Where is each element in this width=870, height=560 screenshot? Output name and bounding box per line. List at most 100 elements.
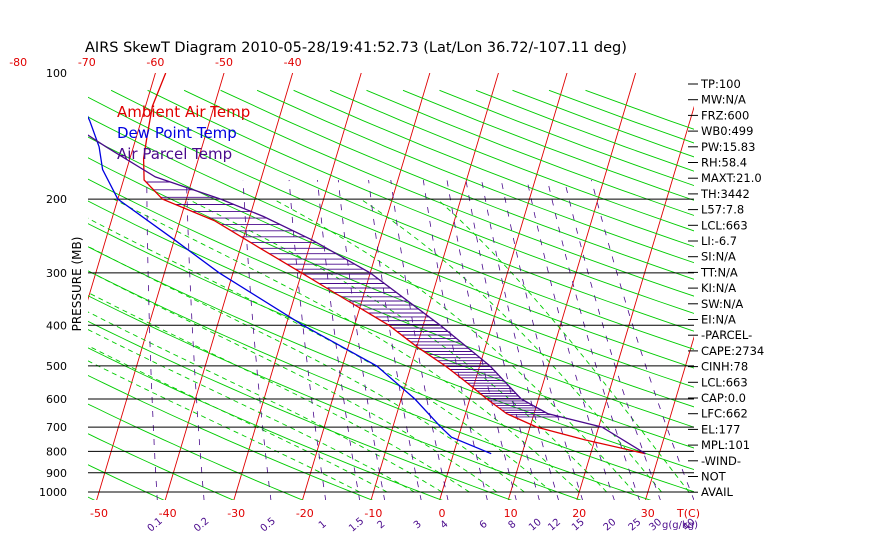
isotherm-line	[301, 73, 431, 500]
pressure-tick-label: 1000	[39, 486, 67, 499]
index-entry: SI:N/A	[701, 250, 736, 264]
dry-adiabat-line	[88, 270, 652, 500]
mixing-ratio-line	[242, 179, 272, 500]
mixing-ratio-line	[288, 179, 327, 500]
pressure-tick-label: 300	[46, 267, 67, 280]
mixing-ratio-tick-label: 8	[507, 519, 519, 532]
dry-adiabat-line	[88, 295, 582, 500]
top-temp-tick-label: -40	[284, 56, 302, 69]
temp-tick-label: 20	[572, 507, 586, 520]
temp-tick-label: -50	[90, 507, 108, 520]
top-temp-tick-label: -70	[78, 56, 96, 69]
moist-adiabat-line	[113, 198, 580, 493]
isotherm-line	[370, 73, 499, 500]
dry-adiabat-line	[88, 223, 694, 471]
mixing-ratio-tick-label: 6	[478, 519, 490, 532]
mixing-ratio-line	[481, 179, 559, 500]
dry-adiabat-line	[110, 89, 694, 332]
chart-title: AIRS SkewT Diagram 2010-05-28/19:41:52.7…	[85, 40, 627, 56]
mixing-ratio-line	[146, 179, 158, 500]
index-entry: LCL:663	[701, 218, 748, 232]
dry-adiabat-line	[439, 89, 694, 187]
dry-adiabat-line	[475, 89, 694, 172]
isotherm-line	[576, 105, 694, 500]
moist-adiabat-line	[88, 270, 498, 493]
moist-adiabat-line	[88, 292, 470, 493]
top-temp-tick-label: -50	[215, 56, 233, 69]
index-entry: -PARCEL-	[701, 328, 752, 342]
index-entry: PW:15.83	[701, 140, 755, 154]
mixing-ratio-line	[337, 179, 386, 500]
index-entry: TT:N/A	[700, 265, 738, 279]
dry-adiabat-line	[88, 246, 694, 493]
index-entry: FRZ:600	[701, 108, 749, 122]
isotherm-line	[164, 73, 294, 500]
index-entry: CAPE:2734	[701, 344, 764, 358]
index-entry: CINH:78	[701, 360, 748, 374]
top-temp-tick-label: -80	[9, 56, 27, 69]
mixing-ratio-tick-label: 12	[546, 517, 563, 534]
mixing-ratio-tick-label: 1	[317, 519, 329, 532]
index-entry: WB0:499	[701, 124, 753, 138]
dry-adiabat-line	[0, 90, 26, 501]
series-layer	[88, 73, 646, 455]
dry-adiabat-line	[183, 89, 694, 297]
index-entry: LI:-6.7	[701, 234, 737, 248]
temp-tick-label: 0	[439, 507, 446, 520]
pressure-tick-label: 500	[46, 360, 67, 373]
y-axis-label: PRESSURE (MB)	[70, 237, 84, 332]
index-entry: MPL:101	[701, 438, 750, 452]
dry-adiabat-line	[220, 89, 694, 280]
mixing-ratio-tick-label: 10	[527, 517, 544, 534]
index-entry: -WIND-	[701, 454, 741, 468]
isotherm-line	[233, 73, 362, 500]
mixing-ratio-line	[547, 179, 640, 500]
isobar-layer	[88, 198, 694, 493]
mixing-ratio-tick-label: 4	[439, 519, 451, 532]
pressure-tick-label: 200	[46, 193, 67, 206]
mixing-ratio-line	[526, 179, 615, 500]
index-entry: LFC:662	[701, 407, 748, 421]
mixing-ratio-line	[317, 179, 361, 500]
isotherm-line	[507, 73, 637, 500]
mixing-ratio-line	[186, 179, 205, 500]
dry-adiabat-line	[256, 89, 694, 264]
mixing-ratio-line	[563, 179, 661, 500]
index-entry: MW:N/A	[701, 93, 746, 107]
index-entry: NOT	[701, 470, 727, 484]
series-line	[88, 134, 646, 455]
axis-layer: 1002003004005006007008009001000PRESSURE …	[9, 56, 700, 535]
dry-adiabat-line	[366, 89, 694, 216]
index-entry: RH:58.4	[701, 156, 747, 170]
mixing-ratio-line	[368, 179, 422, 500]
dry-adiabat-line	[88, 116, 694, 369]
temp-tick-label: 30	[641, 507, 655, 520]
mixing-ratio-tick-label: 2	[376, 519, 388, 532]
top-temp-tick-label: -60	[146, 56, 164, 69]
pressure-tick-label: 700	[46, 421, 67, 434]
moist-adiabat-line	[88, 329, 415, 493]
dry-adiabat-line	[88, 178, 694, 428]
mixing-ratio-line	[422, 179, 488, 500]
moist-adiabat-line	[436, 198, 690, 493]
temp-tick-label: -20	[296, 507, 314, 520]
dry-adiabat-line	[402, 89, 694, 201]
dry-adiabat-line	[88, 347, 443, 500]
index-entry: LCL:663	[701, 375, 748, 389]
moist-adiabat-line	[88, 360, 360, 493]
series-line	[88, 115, 492, 455]
mixing-ratio-tick-label: 3	[412, 519, 424, 532]
mixing-ratio-line	[591, 179, 694, 500]
legend-entry: Dew Point Temp	[117, 124, 237, 142]
isotherm-line	[782, 64, 870, 501]
temp-tick-label: -40	[159, 507, 177, 520]
mixing-ratio-tick-label: 0.5	[259, 516, 278, 535]
temp-tick-label: 10	[504, 507, 518, 520]
isotherm-line	[88, 73, 156, 301]
index-entry: TP:100	[700, 77, 741, 91]
dry-adiabat-line	[88, 96, 694, 350]
dry-adiabat-line	[88, 157, 694, 408]
dry-adiabat-line	[147, 89, 694, 314]
mixing-ratio-line	[500, 179, 583, 500]
